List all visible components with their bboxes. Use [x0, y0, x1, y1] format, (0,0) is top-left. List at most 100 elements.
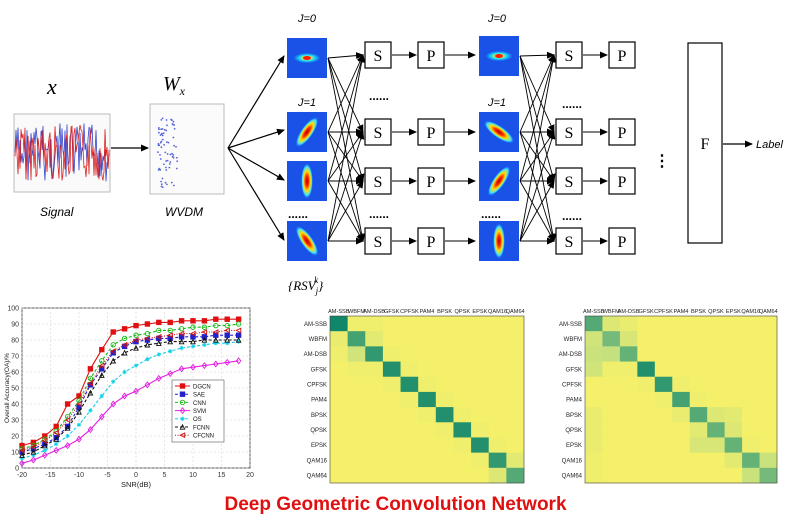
wvdm-dot — [161, 177, 164, 180]
y-tick-label: 50 — [11, 386, 19, 393]
cross-arrow-col2 — [519, 131, 556, 242]
heatmap-cell — [619, 422, 638, 438]
data-point-FCNN — [64, 424, 71, 431]
y-tick-label: 0 — [15, 466, 19, 473]
heatmap-cell — [602, 346, 621, 362]
data-point-DGCN — [87, 366, 94, 372]
wvdm-dot — [175, 145, 177, 148]
figure-caption: Deep Geometric Convolution Network — [224, 494, 567, 515]
w-symbol: Wx — [163, 73, 186, 98]
data-point-CNN — [224, 322, 230, 329]
heatmap-cell — [724, 376, 743, 393]
heatmap-cell — [724, 407, 743, 423]
data-point-FCNN — [212, 336, 219, 343]
heatmap-cell — [689, 331, 708, 347]
wvdm-dot — [169, 153, 172, 156]
wvdm-dot — [160, 128, 163, 131]
legend-marker — [179, 391, 186, 397]
column-label: QAM64 — [506, 309, 525, 315]
data-point-DGCN — [133, 322, 139, 329]
y-tick-label: 20 — [11, 434, 19, 441]
heatmap-cell — [382, 346, 401, 362]
dots-s-col2-top: ...... — [562, 97, 582, 111]
heatmap-cell — [418, 467, 437, 484]
data-point-DGCN — [167, 319, 173, 326]
data-point-CNN — [190, 324, 196, 330]
s-box-col2-row3-label: S — [565, 234, 574, 251]
data-point-DGCN — [42, 433, 48, 439]
x-tick-label: -20 — [17, 472, 27, 479]
wvdm-dot — [161, 117, 164, 120]
data-point-OS — [88, 408, 93, 413]
cross-arrow-col1 — [327, 180, 364, 242]
data-point-FCNN — [121, 349, 128, 356]
y-tick-label: 80 — [11, 338, 19, 345]
data-point-OS — [168, 349, 173, 354]
s-box-col1-row1 — [364, 118, 392, 146]
x-tick-label: 0 — [134, 472, 138, 479]
column-label: QPSK — [455, 309, 471, 315]
heatmap-cell — [506, 331, 525, 347]
data-point-FCNN — [224, 336, 231, 343]
cross-arrow-col2 — [519, 54, 557, 242]
column-label: CPFSK — [654, 309, 673, 315]
data-point-SVM — [64, 442, 71, 450]
column-label: WBFM — [603, 309, 620, 315]
heatmap-cell — [619, 467, 638, 484]
data-point-SVM — [53, 446, 59, 454]
heatmap-cell — [488, 361, 507, 378]
filter-j1c-col1 — [287, 221, 327, 261]
heatmap-cell — [418, 407, 437, 423]
heatmap-cell — [654, 331, 673, 347]
p-box-col1-row3 — [417, 227, 445, 255]
heatmap-cell — [654, 407, 673, 423]
heatmap-cell — [654, 316, 673, 332]
heatmap-cell — [672, 452, 691, 469]
data-point-CFCNN — [155, 333, 162, 340]
heatmap-cell — [418, 331, 437, 347]
heatmap-cell — [506, 391, 525, 408]
heatmap-cell — [382, 376, 401, 393]
heatmap-cell — [347, 376, 366, 393]
s-box-col2-row0-label: S — [565, 48, 574, 65]
wvdm-dot — [158, 144, 161, 147]
wvdm-dot — [160, 185, 163, 188]
heatmap-cell — [435, 316, 454, 332]
wvdm-dot — [165, 129, 168, 132]
legend-marker — [179, 432, 186, 439]
wvdm-dot — [172, 156, 175, 159]
row-label: AM-DSB — [559, 352, 582, 358]
column-label: CPFSK — [400, 309, 419, 315]
heatmap-cell — [488, 452, 507, 469]
cross-arrow-col1 — [327, 131, 365, 242]
heatmap-cell — [707, 316, 725, 332]
heatmap-cell — [488, 467, 507, 484]
heatmap-cell — [330, 361, 348, 378]
data-point-SVM — [19, 459, 25, 467]
data-point-SVM — [156, 374, 162, 382]
series-line-CFCNN — [21, 329, 239, 451]
wvdm-dot — [166, 159, 169, 162]
heatmap-cell — [707, 407, 725, 423]
heatmap-cell — [471, 391, 490, 408]
heatmap-cell — [619, 316, 638, 332]
heatmap-cell — [742, 391, 760, 408]
s-box-col2-row0 — [555, 41, 583, 69]
p-box-col1-row2 — [417, 167, 445, 195]
heatmap-cell — [347, 316, 366, 332]
row-label: QPSK — [565, 428, 582, 434]
data-point-FCNN — [167, 338, 174, 345]
wvdm-dot — [160, 146, 163, 149]
heatmap-cell — [365, 316, 384, 332]
heatmap-cell — [365, 437, 384, 453]
heatmap-cell — [453, 452, 472, 469]
data-point-FCNN — [133, 344, 139, 351]
heatmap-cell — [330, 467, 348, 484]
heatmap-cell — [471, 361, 490, 378]
p-box-col2-row0-label: P — [618, 48, 627, 65]
heatmap-cell — [759, 407, 778, 423]
heatmap-cell — [637, 467, 656, 484]
s-box-col2-row2-label: S — [565, 174, 574, 191]
heatmap-cell — [365, 407, 384, 423]
wvdm-dot — [165, 166, 167, 169]
